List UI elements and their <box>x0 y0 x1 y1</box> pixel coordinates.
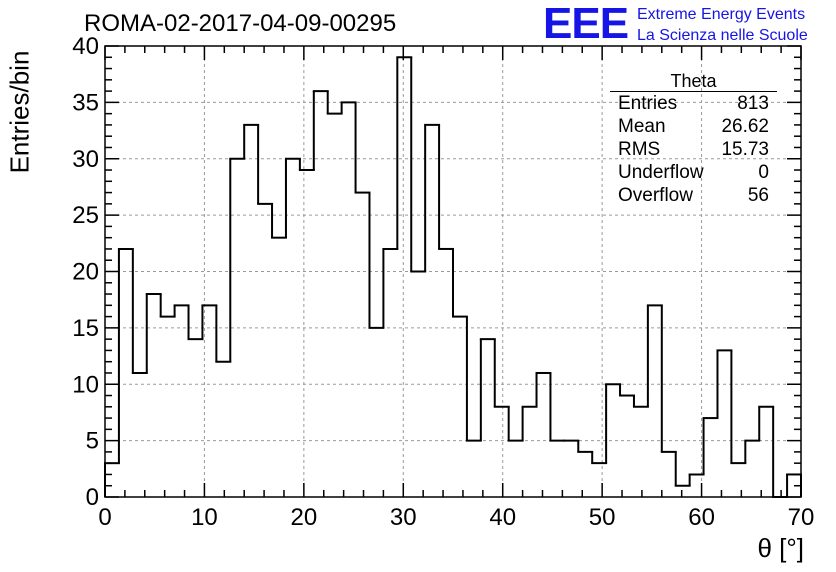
x-tick-label: 30 <box>390 504 417 531</box>
stats-row-underflow: Underflow 0 <box>610 161 777 184</box>
run-title: ROMA-02-2017-04-09-00295 <box>84 10 397 37</box>
stats-label: Underflow <box>618 162 704 183</box>
x-tick-label: 70 <box>788 504 815 531</box>
stats-value: 15.73 <box>721 139 769 160</box>
axis-ticks <box>104 45 802 498</box>
x-axis-label: θ [°] <box>757 533 804 563</box>
y-tick-label: 30 <box>72 146 99 173</box>
stats-value: 26.62 <box>721 116 769 137</box>
stats-value: 813 <box>737 93 769 114</box>
y-tick-label: 20 <box>72 259 99 286</box>
tick-labels: 0 10 20 30 40 50 60 70 0 5 10 15 20 25 30 35 40 <box>72 33 814 531</box>
x-tick-label: 50 <box>589 504 616 531</box>
x-tick-label: 20 <box>291 504 318 531</box>
stats-value: 0 <box>758 162 769 183</box>
brand-text: Extreme Energy Events La Scienza nelle S… <box>637 4 808 46</box>
eee-logo: EEE <box>543 0 629 48</box>
y-tick-label: 5 <box>86 428 99 455</box>
y-tick-label: 40 <box>72 33 99 60</box>
brand-line-2: La Scienza nelle Scuole <box>637 27 808 44</box>
stats-row-overflow: Overflow 56 <box>610 184 777 207</box>
stats-row-mean: Mean 26.62 <box>610 115 777 138</box>
stats-label: RMS <box>618 139 661 160</box>
y-tick-label: 25 <box>72 202 99 229</box>
x-tick-label: 40 <box>489 504 516 531</box>
y-axis-label: Entries/bin <box>4 50 35 174</box>
x-tick-label: 0 <box>98 504 111 531</box>
stats-title: Theta <box>610 71 777 92</box>
brand-line-1: Extreme Energy Events <box>637 6 806 23</box>
x-tick-label: 10 <box>191 504 218 531</box>
y-tick-label: 15 <box>72 315 99 342</box>
stats-label: Entries <box>618 93 678 114</box>
stats-row-rms: RMS 15.73 <box>610 138 777 161</box>
stats-box: Theta Entries 813 Mean 26.62 RMS 15.73 U… <box>610 71 777 207</box>
stats-value: 56 <box>747 185 769 206</box>
x-tick-label: 60 <box>688 504 715 531</box>
y-tick-label: 0 <box>86 484 99 511</box>
stats-label: Overflow <box>618 185 693 206</box>
y-tick-label: 35 <box>72 89 99 116</box>
stats-row-entries: Entries 813 <box>610 92 777 115</box>
y-tick-label: 10 <box>72 371 99 398</box>
stats-label: Mean <box>618 116 666 137</box>
